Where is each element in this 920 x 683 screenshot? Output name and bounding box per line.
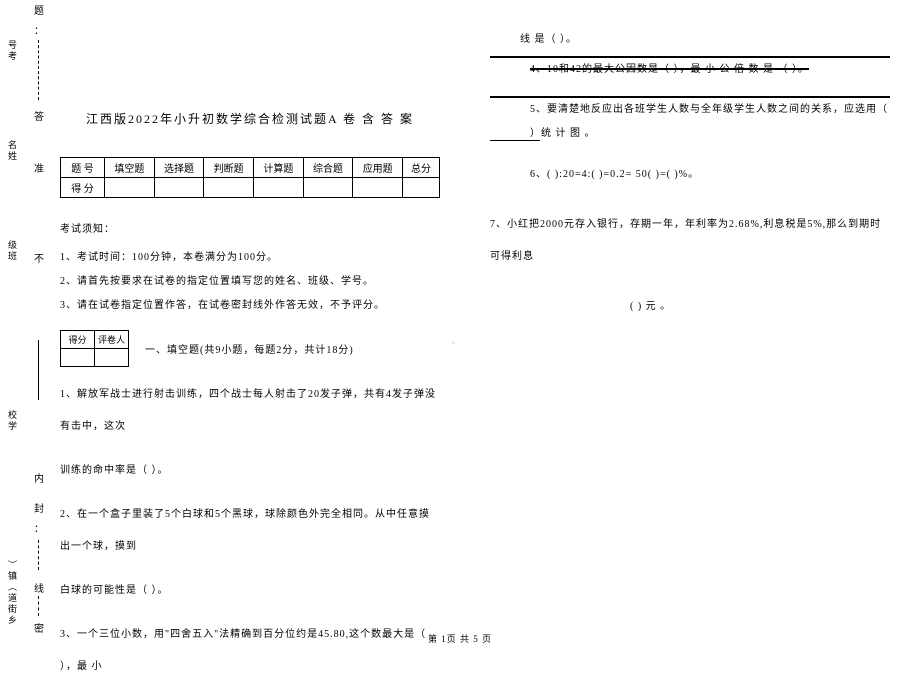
binding-label-district: ）镇（道街乡: [6, 560, 19, 626]
cell: [303, 178, 353, 198]
cell: [95, 349, 129, 367]
cell: 评卷人: [95, 331, 129, 349]
cell: [204, 178, 254, 198]
seal-mark: 答: [34, 108, 44, 123]
seal-dash: [38, 596, 39, 616]
question-7-line2: ( ) 元 。: [630, 291, 890, 323]
instruction-item: 3、请在试卷指定位置作答，在试卷密封线外作答无效，不予评分。: [60, 294, 440, 318]
cell: [403, 178, 440, 198]
seal-mark: ：: [34, 22, 44, 37]
cell: 应用题: [353, 158, 403, 178]
cell: 得 分: [61, 178, 105, 198]
page-footer: 第 1页 共 5 页: [0, 632, 920, 645]
question-6: 6、( ):20=4:( )=0.2= 50( )=( )%。: [530, 159, 890, 191]
binding-label-examno: 号考: [6, 40, 19, 62]
instruction-item: 1、考试时间：100分钟，本卷满分为100分。: [60, 246, 440, 270]
instruction-item: 2、请首先按要求在试卷的指定位置填写您的姓名、班级、学号。: [60, 270, 440, 294]
cell: 判断题: [204, 158, 254, 178]
binding-label-name: 名姓: [6, 140, 19, 162]
question-3-line1: 3、一个三位小数，用"四舍五入"法精确到百分位约是45.80,这个数最大是（ ）…: [60, 619, 440, 683]
cell: 题 号: [61, 158, 105, 178]
section-score-grid: 得分 评卷人: [60, 330, 129, 367]
seal-mark: 线: [34, 580, 44, 595]
cell: [61, 349, 95, 367]
cell: 综合题: [303, 158, 353, 178]
cell: 计算题: [254, 158, 304, 178]
question-1-line2: 训练的命中率是（ ）。: [60, 455, 440, 487]
seal-mark: 题: [34, 2, 44, 17]
question-3-cont: 线 是（ ）。: [520, 28, 890, 52]
section-1-title: 一、填空题(共9小题，每题2分，共计18分): [129, 330, 354, 367]
cell: [154, 178, 204, 198]
exam-instructions: 考试须知： 1、考试时间：100分钟，本卷满分为100分。 2、请首先按要求在试…: [60, 218, 440, 318]
seal-mark: 封: [34, 500, 44, 515]
cell: 得分: [61, 331, 95, 349]
question-4: 4、10和42的最大公因数是（ ），最 小 公 倍 数 是 （ ）。: [530, 64, 809, 75]
instructions-heading: 考试须知：: [60, 218, 440, 242]
page-center-mark: ◦: [452, 338, 460, 346]
seal-mark: 准: [34, 160, 44, 175]
cell: 选择题: [154, 158, 204, 178]
question-7-line1: 7、小红把2000元存入银行，存期一年，年利率为2.68%,利息税是5%,那么到…: [490, 209, 890, 273]
seal-dash: [38, 40, 39, 100]
binding-label-class: 级班: [6, 240, 19, 262]
section-1-header: 得分 评卷人 一、填空题(共9小题，每题2分，共计18分): [60, 330, 440, 367]
seal-solid: [38, 340, 39, 400]
seal-mark: 内: [34, 470, 44, 485]
score-summary-table: 题 号 填空题 选择题 判断题 计算题 综合题 应用题 总分 得 分: [60, 157, 440, 198]
question-1-line1: 1、解放军战士进行射击训练，四个战士每人射击了20发子弹，共有4发子弹没有击中，…: [60, 379, 440, 443]
question-2-line1: 2、在一个盒子里装了5个白球和5个黑球，球除颜色外完全相同。从中任意摸出一个球，…: [60, 499, 440, 563]
cell: [254, 178, 304, 198]
cell: [353, 178, 403, 198]
cell: 总分: [403, 158, 440, 178]
exam-title: 江西版2022年小升初数学综合检测试题A 卷 含 答 案: [60, 110, 440, 127]
table-row: 得 分: [61, 178, 440, 198]
table-row: 题 号 填空题 选择题 判断题 计算题 综合题 应用题 总分: [61, 158, 440, 178]
cell: 填空题: [105, 158, 155, 178]
cell: [105, 178, 155, 198]
binding-margin: 号考 名姓 级班 校学 ）镇（道街乡 题 ： 答 准 不 内 封 ： 线 密: [0, 0, 60, 651]
seal-dash: [38, 540, 39, 570]
seal-mark: ：: [34, 520, 44, 535]
question-2-line2: 白球的可能性是（ ）。: [60, 575, 440, 607]
seal-mark: 不: [34, 250, 44, 265]
question-5: 5、要清楚地反应出各班学生人数与全年级学生人数之间的关系，应选用（ ）统 计 图…: [530, 98, 890, 146]
binding-label-school: 校学: [6, 410, 19, 432]
